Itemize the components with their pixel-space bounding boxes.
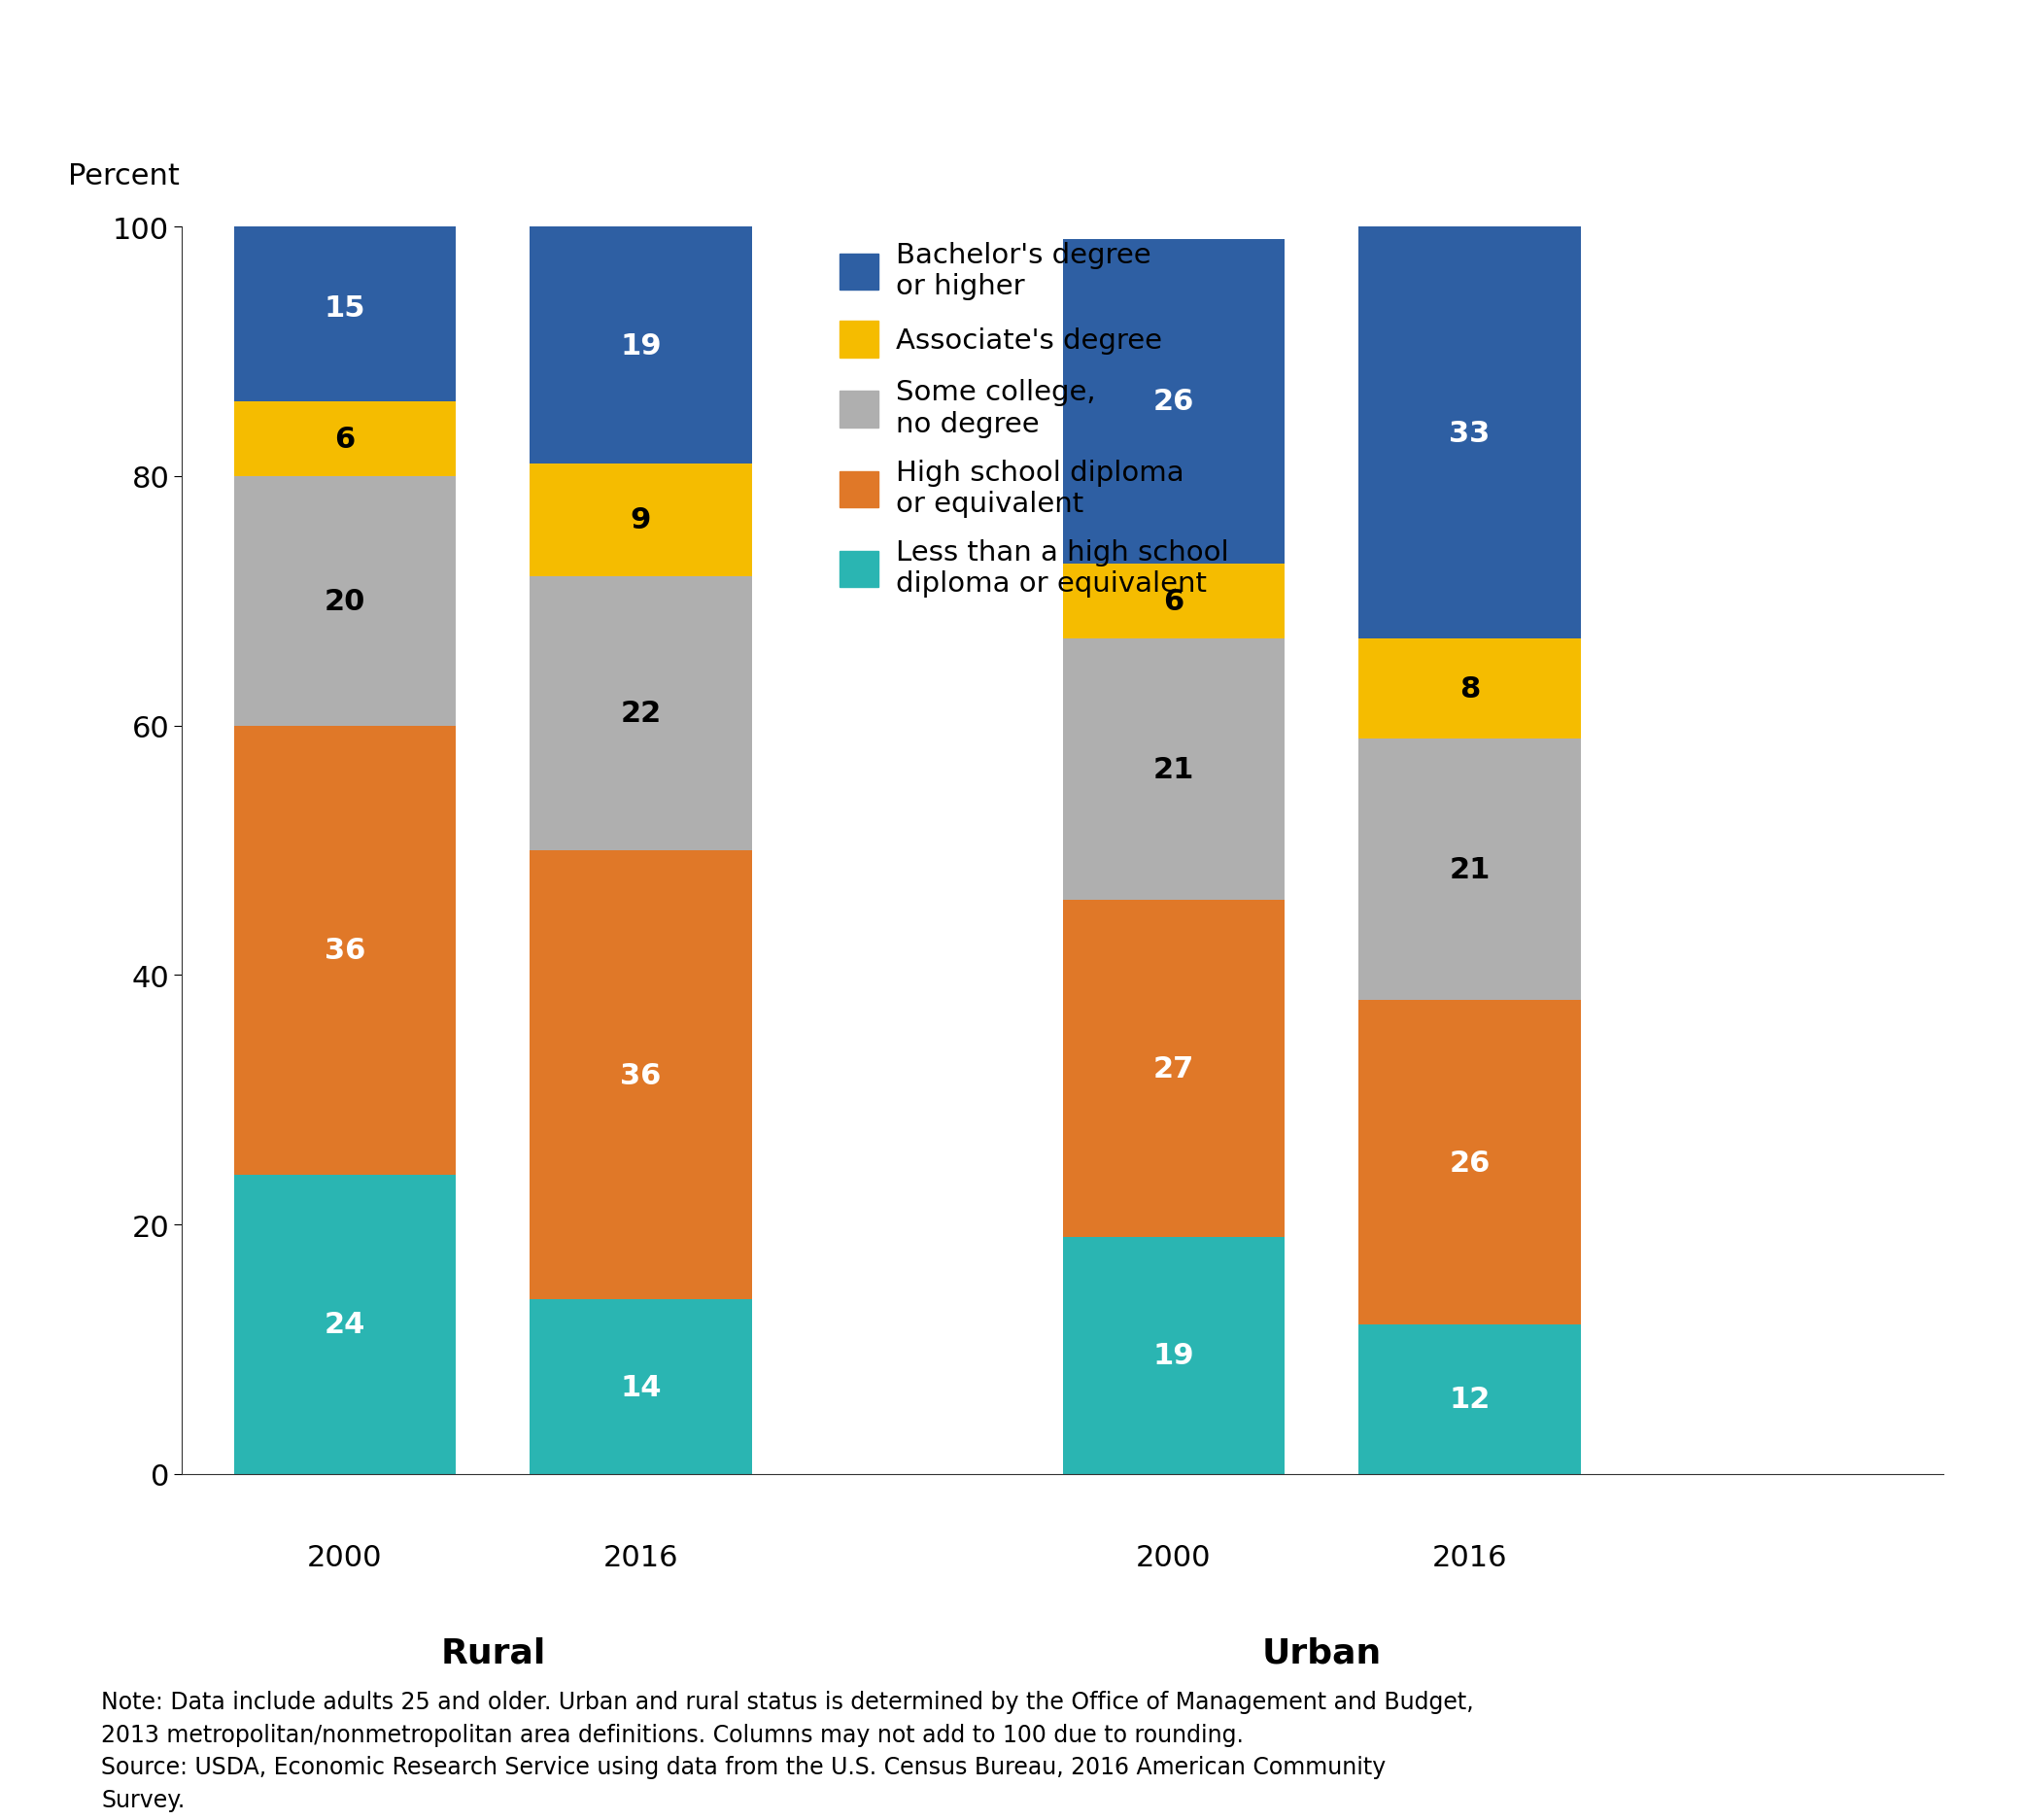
Text: Note: Data include adults 25 and older. Urban and rural status is determined by : Note: Data include adults 25 and older. … xyxy=(101,1691,1473,1811)
Bar xyxy=(530,852,751,1299)
Text: 6: 6 xyxy=(1164,588,1184,615)
Text: 2000: 2000 xyxy=(308,1543,383,1571)
Text: 33: 33 xyxy=(1449,419,1490,448)
Bar xyxy=(530,1299,751,1474)
Text: 12: 12 xyxy=(1449,1385,1490,1414)
Text: Percent: Percent xyxy=(67,162,180,189)
Text: 21: 21 xyxy=(1154,755,1194,784)
Bar xyxy=(1358,739,1581,1001)
Text: 24: 24 xyxy=(324,1310,366,1340)
Bar xyxy=(235,402,455,477)
Bar xyxy=(530,577,751,852)
Text: 27: 27 xyxy=(1154,1056,1194,1083)
Bar xyxy=(235,726,455,1176)
Bar xyxy=(1063,564,1285,639)
Text: 21: 21 xyxy=(1449,855,1490,885)
Text: 36: 36 xyxy=(619,1061,662,1090)
Bar xyxy=(530,464,751,577)
Text: 2016: 2016 xyxy=(603,1543,678,1571)
Text: 22: 22 xyxy=(619,699,662,728)
Bar xyxy=(1063,240,1285,564)
Text: 20: 20 xyxy=(324,588,366,615)
Text: 6: 6 xyxy=(334,426,356,453)
Text: 2000: 2000 xyxy=(1135,1543,1210,1571)
Text: Rural: Rural xyxy=(441,1636,546,1669)
Text: 26: 26 xyxy=(1154,388,1194,417)
Bar xyxy=(235,215,455,402)
Text: Urban: Urban xyxy=(1261,1636,1382,1669)
Bar xyxy=(235,477,455,726)
Text: Educational attainment in rural and urban areas, 2000 and 2016: Educational attainment in rural and urba… xyxy=(45,62,1514,104)
Bar xyxy=(1358,639,1581,739)
Text: 36: 36 xyxy=(324,937,366,965)
Bar xyxy=(235,1176,455,1474)
Text: 19: 19 xyxy=(619,331,662,360)
Text: 15: 15 xyxy=(324,295,366,322)
Text: 8: 8 xyxy=(1459,675,1480,703)
Bar xyxy=(1358,228,1581,639)
Bar xyxy=(1063,639,1285,901)
Text: 9: 9 xyxy=(631,506,652,535)
Bar xyxy=(1063,901,1285,1238)
Text: 19: 19 xyxy=(1154,1341,1194,1370)
Text: 14: 14 xyxy=(619,1372,662,1401)
Text: 2016: 2016 xyxy=(1431,1543,1508,1571)
Legend: Bachelor's degree
or higher, Associate's degree, Some college,
no degree, High s: Bachelor's degree or higher, Associate's… xyxy=(840,242,1229,597)
Bar xyxy=(1358,1001,1581,1325)
Text: 26: 26 xyxy=(1449,1148,1490,1176)
Bar xyxy=(1063,1238,1285,1474)
Bar xyxy=(1358,1325,1581,1474)
Bar xyxy=(530,228,751,464)
